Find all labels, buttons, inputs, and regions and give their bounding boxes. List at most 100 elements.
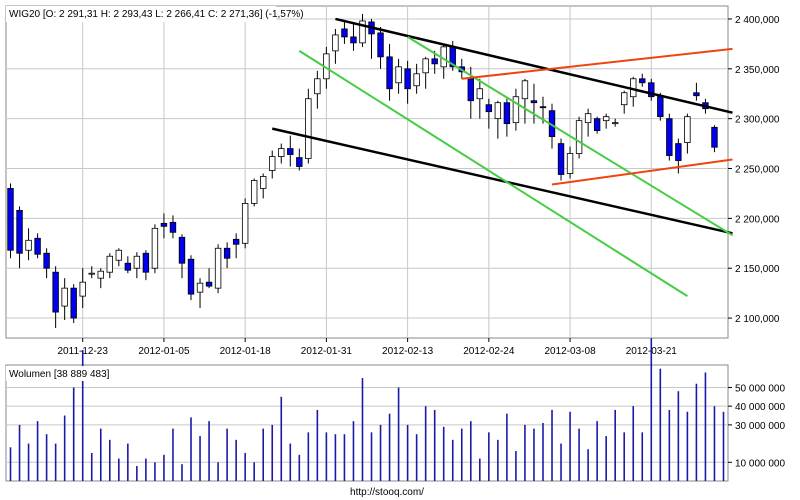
candle — [431, 50, 438, 74]
price-y-axis: 2 100,000 2 150,000 2 200,000 2 250,000 2 30… — [728, 15, 780, 325]
candle — [584, 108, 592, 137]
candle-body — [25, 239, 32, 251]
candle — [332, 28, 339, 64]
candle — [305, 88, 312, 164]
red-trendline — [551, 158, 733, 186]
candle — [693, 82, 700, 101]
candle-body — [241, 203, 249, 244]
candle-body — [160, 222, 168, 227]
candle — [25, 228, 32, 261]
candle-body — [115, 249, 123, 261]
candle — [593, 116, 601, 134]
candle — [196, 278, 204, 309]
candle — [602, 113, 610, 129]
price-y-tick-label: 2 350,000 — [735, 65, 780, 76]
price-info-label: WIG20 [O: 2 291,31 H: 2 293,43 L: 2 266,… — [9, 9, 304, 20]
candle — [296, 148, 303, 171]
price-y-tick-label: 2 300,000 — [735, 115, 780, 126]
candle-body — [214, 247, 222, 289]
candle-body — [205, 281, 213, 287]
candle-body — [287, 148, 294, 155]
candle-body — [61, 287, 68, 307]
candle-body — [593, 118, 601, 132]
candle — [521, 78, 529, 124]
candle — [557, 138, 565, 181]
candle-body — [359, 20, 366, 44]
candle — [476, 78, 484, 119]
candle-body — [52, 271, 59, 313]
candle — [395, 58, 402, 94]
candle-body — [666, 118, 673, 156]
candle — [7, 183, 14, 259]
candle-body — [296, 157, 303, 167]
candle — [16, 206, 23, 269]
black-trendline — [335, 17, 733, 114]
candle-body — [693, 92, 700, 97]
candle — [241, 198, 249, 249]
candle-body — [621, 92, 628, 106]
candle-body — [584, 113, 592, 124]
candle-body — [386, 56, 393, 90]
volume-y-tick-label: 50 000 000 — [735, 383, 785, 394]
candle — [278, 143, 285, 164]
candle-body — [260, 176, 267, 189]
candle-body — [611, 122, 619, 125]
candle — [169, 215, 177, 239]
candle-body — [467, 78, 474, 102]
candle — [377, 26, 384, 69]
candle-body — [684, 116, 691, 143]
candle — [160, 213, 168, 239]
candle-body — [106, 255, 113, 273]
candle — [639, 73, 646, 87]
candle — [214, 244, 222, 294]
candle-body — [521, 80, 529, 100]
candle — [621, 90, 628, 114]
candle-body — [413, 73, 420, 87]
candle-body — [711, 126, 718, 148]
candle — [70, 284, 77, 324]
candle-body — [512, 96, 520, 124]
candle — [52, 266, 59, 329]
candle-body — [79, 281, 86, 297]
footer-url: http://stooq.com/ — [350, 487, 424, 498]
candle-body — [70, 287, 77, 319]
green-trendline — [298, 50, 688, 297]
candle — [666, 113, 673, 161]
green-trendline — [407, 36, 734, 237]
candle — [494, 100, 502, 139]
candle — [232, 233, 240, 259]
price-x-tick-label: 2012-01-31 — [301, 346, 353, 357]
price-x-tick-label: 2012-03-08 — [544, 346, 596, 357]
candle-body — [16, 209, 23, 254]
candle — [178, 234, 186, 279]
price-panel — [5, 5, 729, 339]
candle-body — [196, 282, 204, 293]
candle — [350, 23, 357, 51]
price-y-tick-label: 2 100,000 — [735, 314, 780, 325]
candle — [133, 252, 141, 279]
candle-body — [539, 106, 547, 109]
candlestick-series — [7, 13, 718, 329]
candle-body — [151, 227, 159, 269]
candle-body — [305, 98, 312, 159]
candle — [223, 242, 231, 269]
price-x-axis: 2011-12-232012-01-052012-01-182012-01-31… — [58, 338, 677, 357]
candle-body — [187, 258, 195, 295]
candle — [359, 13, 366, 47]
candle — [404, 60, 411, 104]
candle-body — [494, 102, 502, 120]
candle — [106, 253, 113, 279]
candle-body — [232, 238, 240, 245]
volume-y-axis: 10 000 000 30 000 000 40 000 000 50 000 000 — [728, 383, 785, 469]
candle — [97, 268, 104, 289]
price-y-tick-label: 2 400,000 — [735, 15, 780, 26]
candle-body — [530, 100, 538, 104]
candle-body — [395, 66, 402, 84]
candle — [566, 146, 574, 179]
candle — [79, 268, 86, 309]
candle — [43, 248, 50, 279]
candle-body — [648, 82, 655, 98]
volume-grid — [6, 386, 728, 463]
candle-body — [431, 58, 438, 65]
candle-body — [142, 252, 150, 273]
